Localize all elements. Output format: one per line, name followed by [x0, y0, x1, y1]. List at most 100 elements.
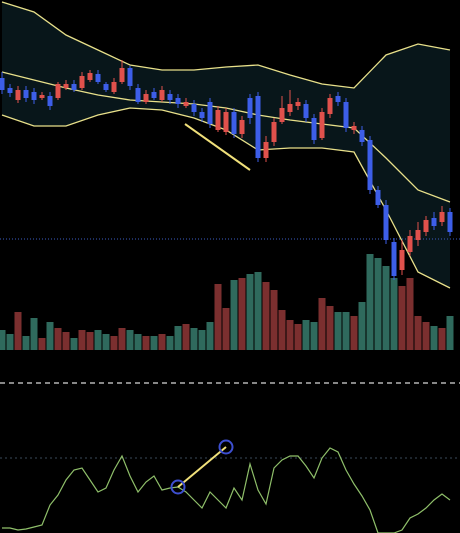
- volume-bar: [438, 328, 446, 350]
- volume-bar: [134, 334, 142, 350]
- volume-bar: [70, 338, 78, 350]
- volume-bar: [390, 278, 398, 350]
- candle-body: [47, 96, 53, 106]
- band-fill: [2, 2, 450, 288]
- candle-body: [7, 88, 13, 93]
- candle-body: [383, 205, 389, 240]
- volume-bar: [214, 284, 222, 350]
- volume-bar: [118, 328, 126, 350]
- candle-body: [0, 78, 5, 90]
- volume-bar: [94, 330, 102, 350]
- candle-body: [327, 98, 333, 114]
- candle-body: [31, 92, 37, 100]
- candle-body: [247, 98, 253, 118]
- candle-body: [119, 68, 125, 82]
- candle-body: [95, 74, 101, 82]
- candle-body: [103, 84, 109, 90]
- volume-bar: [30, 318, 38, 350]
- band-line: [1, 1, 451, 89]
- volume-bar: [158, 334, 166, 350]
- candle-body: [279, 108, 285, 122]
- candle-body: [439, 212, 445, 222]
- candle-body: [407, 236, 413, 252]
- volume-bar: [358, 302, 366, 350]
- volume-bar: [230, 280, 238, 350]
- candle-body: [87, 73, 93, 80]
- candle-body: [359, 130, 365, 142]
- front-layer: [0, 60, 453, 533]
- candle-body: [183, 102, 189, 106]
- volume-bar: [254, 272, 262, 350]
- candle-body: [431, 218, 437, 226]
- candle-body: [391, 242, 397, 276]
- candle-body: [151, 92, 157, 98]
- candle-body: [303, 104, 309, 118]
- volume-bar: [198, 330, 206, 350]
- trend-annotation: [184, 123, 251, 171]
- candle-body: [311, 118, 317, 140]
- volume-bar: [414, 316, 422, 350]
- volume-bar: [0, 330, 6, 350]
- candle-body: [55, 84, 61, 98]
- volume-bar: [374, 258, 382, 350]
- volume-bar: [22, 336, 30, 350]
- candle-body: [15, 90, 21, 100]
- candle-body: [287, 104, 293, 112]
- volume-bar: [54, 328, 62, 350]
- oscillator-line: [2, 447, 451, 533]
- volume-bar: [294, 324, 302, 350]
- volume-bar: [222, 308, 230, 350]
- candle-body: [271, 122, 277, 142]
- volume-bar: [38, 338, 46, 350]
- volume-bar: [110, 336, 118, 350]
- volume-bar: [430, 326, 438, 350]
- candle-body: [351, 126, 357, 130]
- volume-bar: [262, 282, 270, 350]
- volume-bar: [270, 290, 278, 350]
- candle-body: [135, 88, 141, 102]
- divergence-point: [170, 479, 186, 495]
- candle-body: [415, 230, 421, 240]
- candle-body: [199, 112, 205, 118]
- candle-body: [223, 112, 229, 132]
- volume-bar: [382, 266, 390, 350]
- divergence-point: [218, 439, 234, 455]
- candle-body: [191, 104, 197, 112]
- volume-bar: [86, 332, 94, 350]
- volume-bar: [326, 306, 334, 350]
- candle-body: [375, 190, 381, 205]
- volume-bar: [182, 324, 190, 350]
- candle-body: [399, 250, 405, 270]
- volume-bar: [398, 286, 406, 350]
- back-layer: [0, 2, 454, 350]
- candle-body: [263, 142, 269, 158]
- volume-bar: [302, 320, 310, 350]
- volume-bar: [142, 336, 150, 350]
- volume-bar: [446, 316, 454, 350]
- candle-body: [23, 90, 29, 98]
- candle-body: [175, 98, 181, 104]
- volume-bar: [206, 322, 214, 350]
- candle-body: [71, 84, 77, 90]
- candle-body: [343, 102, 349, 128]
- divergence-annotation: [177, 446, 227, 488]
- candle-body: [111, 82, 117, 92]
- volume-bar: [342, 312, 350, 350]
- volume-bar: [310, 322, 318, 350]
- volume-bar: [190, 328, 198, 350]
- volume-bar: [46, 322, 54, 350]
- candle-body: [255, 96, 261, 158]
- volume-bar: [166, 336, 174, 350]
- candle-body: [367, 140, 373, 190]
- volume-bar: [366, 254, 374, 350]
- candle-body: [39, 95, 45, 98]
- volume-bar: [150, 336, 158, 350]
- candle-body: [127, 68, 133, 86]
- candle-body: [207, 102, 213, 124]
- candle-body: [447, 212, 453, 232]
- volume-bar: [102, 334, 110, 350]
- volume-bar: [318, 298, 326, 350]
- volume-bar: [334, 312, 342, 350]
